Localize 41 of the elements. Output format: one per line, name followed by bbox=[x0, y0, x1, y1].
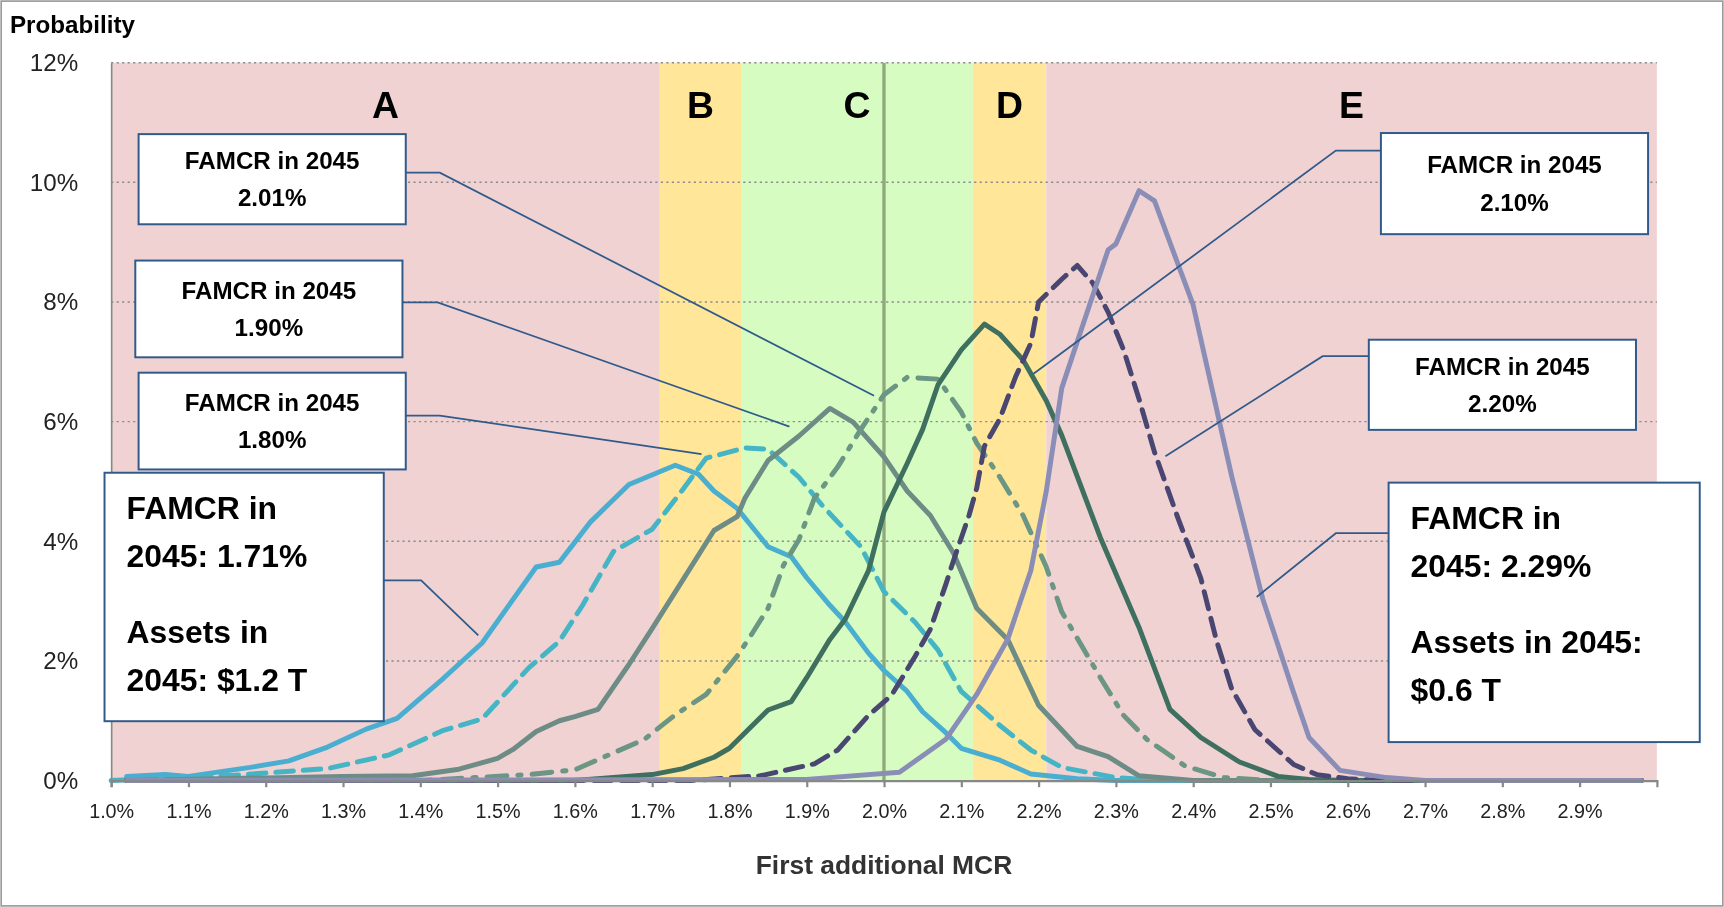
annotation: FAMCR in 2045 2.10% bbox=[1427, 151, 1602, 216]
x-tick-label: 1.6% bbox=[552, 800, 598, 823]
band-label: A bbox=[371, 83, 399, 126]
annotation: FAMCR in 2045 1.80% bbox=[184, 388, 360, 454]
band-label: C bbox=[843, 83, 871, 126]
x-tick-label: 1.3% bbox=[320, 800, 367, 823]
x-tick-label: 2.9% bbox=[1557, 800, 1603, 823]
x-tick-label: 2.4% bbox=[1171, 800, 1217, 823]
x-tick-label: 2.3% bbox=[1093, 800, 1139, 823]
y-tick-label: 12% bbox=[29, 48, 79, 76]
band-label: D bbox=[996, 83, 1024, 126]
band-label: B bbox=[686, 83, 714, 126]
x-tick-label: 1.0% bbox=[89, 800, 135, 823]
text: FAMCR in 2045: 2.29% Assets in 2045: $0.6 T bbox=[1410, 499, 1643, 708]
x-tick-label: 1.4% bbox=[398, 800, 444, 823]
text: FAMCR in 2045: 1.71% Assets in 2045: $1.2 T bbox=[126, 489, 308, 699]
y-tick-label: 10% bbox=[29, 168, 79, 196]
annotation: FAMCR in 2045 2.20% bbox=[1415, 352, 1590, 417]
x-tick-label: 1.8% bbox=[707, 800, 753, 823]
x-tick-label: 2.5% bbox=[1248, 800, 1294, 823]
y-tick-label: 0% bbox=[43, 766, 79, 794]
x-tick-label: 1.1% bbox=[166, 800, 212, 823]
y-tick-label: 4% bbox=[43, 527, 79, 555]
x-tick-label: 1.5% bbox=[475, 800, 521, 823]
y-tick-label: 6% bbox=[43, 407, 79, 435]
x-tick-label: 2.6% bbox=[1325, 800, 1371, 823]
x-tick-label: 1.7% bbox=[630, 800, 676, 823]
chart-title: Probability bbox=[9, 10, 136, 38]
y-tick-label: 8% bbox=[43, 288, 79, 316]
x-tick-label: 2.0% bbox=[862, 800, 908, 823]
x-tick-label: 1.9% bbox=[784, 800, 830, 823]
annotation: FAMCR in 2045 1.90% bbox=[181, 276, 357, 342]
y-tick-label: 2% bbox=[43, 647, 79, 675]
x-tick-label: 2.7% bbox=[1403, 800, 1449, 823]
x-tick-label: 2.8% bbox=[1480, 800, 1526, 823]
annotation: FAMCR in 2045 2.01% bbox=[184, 146, 360, 212]
x-tick-label: 2.2% bbox=[1016, 800, 1062, 823]
x-axis-title: First additional MCR bbox=[755, 850, 1013, 881]
band-label: E bbox=[1339, 83, 1365, 126]
x-tick-label: 2.1% bbox=[939, 800, 985, 823]
x-tick-label: 1.2% bbox=[243, 800, 289, 823]
